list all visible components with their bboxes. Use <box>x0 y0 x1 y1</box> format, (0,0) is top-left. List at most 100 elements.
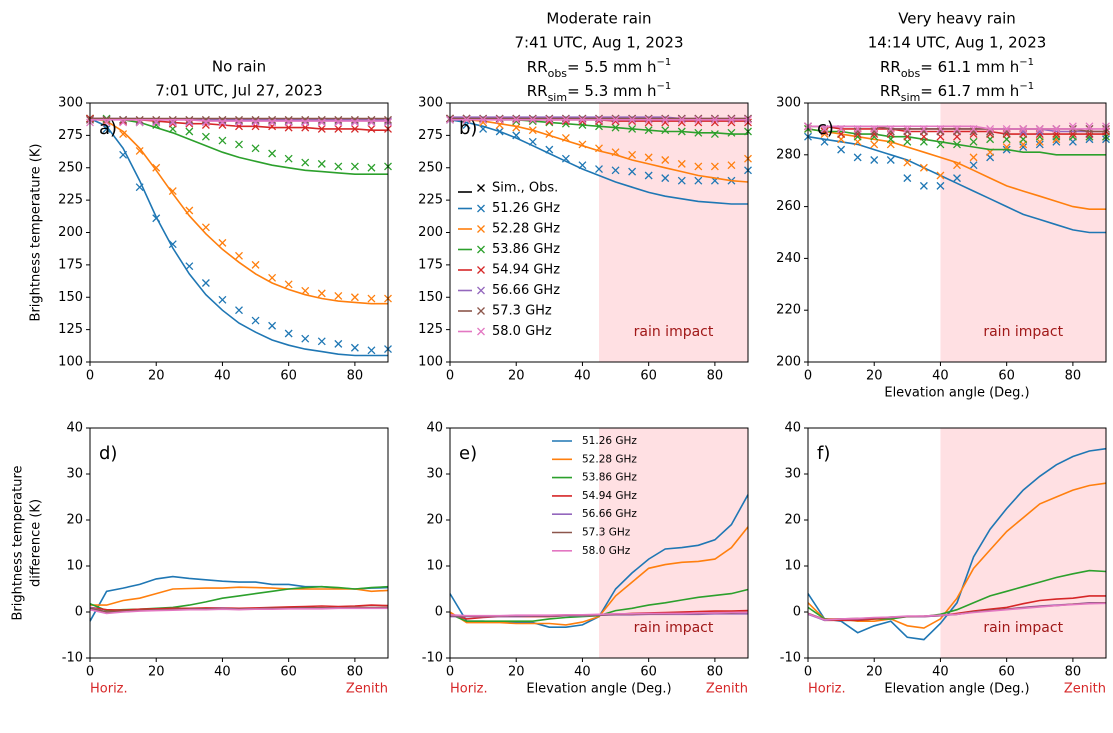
obs-marker <box>284 280 293 289</box>
obs-marker <box>152 118 161 127</box>
legend-marker <box>477 204 485 213</box>
obs-marker <box>218 115 227 124</box>
obs-marker <box>1019 124 1028 133</box>
x-tick-label: 60 <box>640 369 657 384</box>
obs-marker <box>644 126 653 135</box>
rain-rate: RRsim= 61.7 mm h−1 <box>880 81 1034 104</box>
sim-line <box>449 611 748 617</box>
rr-sup: −1 <box>657 81 672 92</box>
obs-marker <box>168 240 177 249</box>
legend-label: 52.28 GHz <box>582 453 637 465</box>
obs-marker <box>334 115 343 124</box>
obs-marker <box>185 262 194 271</box>
rain-region <box>599 428 748 658</box>
y-tick-label: 0 <box>793 605 801 620</box>
obs-marker <box>919 163 928 172</box>
x-tick-label: 20 <box>508 665 525 680</box>
obs-marker <box>903 158 912 167</box>
obs-marker <box>677 176 686 185</box>
legend-label: 51.26 GHz <box>492 201 560 216</box>
obs-marker <box>301 334 310 343</box>
obs-marker <box>367 124 376 133</box>
obs-marker <box>903 124 912 133</box>
obs-marker <box>235 140 243 149</box>
obs-marker <box>350 118 359 127</box>
x-tick-label: 80 <box>347 665 364 680</box>
sim-line <box>449 526 749 626</box>
obs-marker <box>367 294 376 303</box>
legend-marker <box>477 327 485 336</box>
x-tick-label: 0 <box>86 665 94 680</box>
obs-marker <box>218 118 227 127</box>
obs-marker <box>919 181 928 190</box>
obs-marker <box>595 165 603 174</box>
obs-marker <box>694 176 703 185</box>
y-axis-label: difference (K) <box>29 499 44 587</box>
rain-region <box>940 428 1106 658</box>
obs-marker <box>953 161 961 170</box>
obs-marker <box>201 115 210 124</box>
obs-marker <box>853 153 862 162</box>
rr-text: = 61.7 mm h <box>920 82 1019 100</box>
obs-marker <box>953 174 961 183</box>
rr-sub: sim <box>548 91 568 104</box>
legend-label: 53.86 GHz <box>492 242 560 257</box>
obs-marker <box>334 162 343 171</box>
obs-marker <box>611 114 620 123</box>
obs-marker <box>886 127 895 136</box>
y-tick-label: 150 <box>58 290 83 305</box>
y-tick-label: 125 <box>58 322 83 337</box>
rain-rate: RRobs= 5.5 mm h−1 <box>527 57 672 80</box>
obs-marker <box>334 291 343 300</box>
obs-marker <box>727 115 736 124</box>
obs-marker <box>919 127 928 136</box>
obs-marker <box>268 115 277 124</box>
x-tick-label: 40 <box>574 665 591 680</box>
obs-marker <box>152 214 161 223</box>
obs-marker <box>727 114 736 123</box>
obs-marker <box>903 174 912 183</box>
rain-label: rain impact <box>634 620 714 636</box>
obs-marker <box>235 251 243 260</box>
obs-marker <box>1035 140 1044 149</box>
x-tick-label: 40 <box>214 369 231 384</box>
x-tick-label: 20 <box>866 369 883 384</box>
x-tick-label: 60 <box>998 665 1015 680</box>
y-tick-label: 150 <box>418 290 443 305</box>
horizon-label: Horiz. <box>808 682 846 697</box>
x-tick-label: 20 <box>148 369 165 384</box>
rr-sub: sim <box>901 91 921 104</box>
x-tick-label: 40 <box>214 665 231 680</box>
obs-marker <box>628 124 637 133</box>
obs-marker <box>284 154 293 163</box>
rr-sup: −1 <box>657 57 672 68</box>
y-tick-label: 225 <box>418 193 443 208</box>
obs-marker <box>317 337 326 346</box>
legend-marker <box>477 245 485 254</box>
obs-marker <box>936 140 945 149</box>
obs-marker <box>317 115 326 124</box>
legend-label: 57.3 GHz <box>492 304 552 319</box>
obs-marker <box>218 295 227 304</box>
obs-marker <box>367 346 376 355</box>
sim-line <box>807 135 1106 234</box>
obs-marker <box>317 124 326 133</box>
obs-marker <box>479 124 488 133</box>
sim-line <box>90 586 389 606</box>
obs-marker <box>201 223 210 232</box>
obs-marker <box>512 123 521 132</box>
obs-marker <box>102 124 111 133</box>
y-tick-label: -10 <box>422 651 443 666</box>
obs-marker <box>969 127 978 136</box>
legend-label: 52.28 GHz <box>492 222 560 237</box>
sim-line <box>89 607 388 615</box>
obs-marker <box>301 115 310 124</box>
x-tick-label: 20 <box>508 369 525 384</box>
obs-marker <box>710 114 719 123</box>
obs-marker <box>644 115 653 124</box>
sim-line <box>807 447 1107 641</box>
legend-label: 54.94 GHz <box>582 490 637 502</box>
obs-marker <box>462 114 471 123</box>
obs-marker <box>512 131 521 140</box>
rr-text: = 5.3 mm h <box>567 82 656 100</box>
